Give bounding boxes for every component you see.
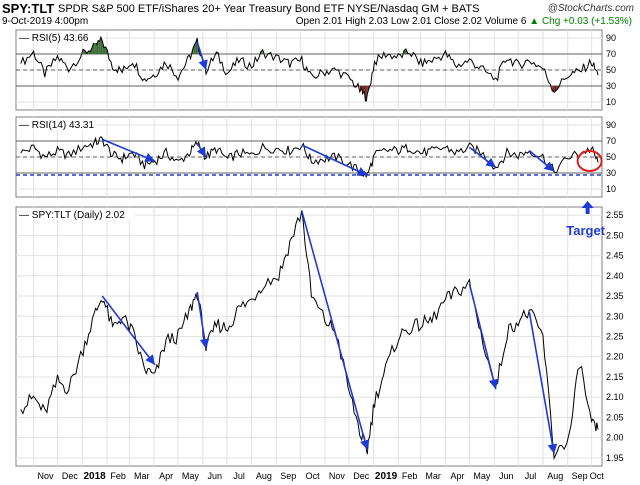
x-tick-label: Feb: [402, 471, 418, 481]
overbought-fill: [103, 47, 106, 54]
annotation-arrow: [196, 291, 210, 349]
x-tick-label: May: [182, 471, 200, 481]
x-tick-label: Jun: [499, 471, 514, 481]
y-tick-label-price: 2.40: [606, 271, 624, 281]
y-tick-label-price: 1.95: [606, 453, 624, 463]
series-line-rsi5: [20, 35, 599, 102]
overbought-fill: [194, 42, 196, 54]
panel-label-rsi5: — RSI(5) 43.66: [19, 33, 89, 44]
rsi14-annotation-arrow: [301, 144, 368, 177]
x-tick-label: Aug: [547, 471, 563, 481]
y-tick-label-rsi14: 70: [606, 136, 616, 146]
brand-watermark: @StockCharts.com: [547, 3, 634, 14]
x-tick-label: Nov: [329, 471, 346, 481]
security-description: SPDR S&P 500 ETF/iShares 20+ Year Treasu…: [58, 3, 480, 15]
x-tick-label: Dec: [353, 471, 370, 481]
x-tick-label: Oct: [306, 471, 321, 481]
annotation-arrow: [101, 295, 156, 366]
panel-label-bg: [17, 118, 97, 130]
oversold-fill: [363, 86, 365, 93]
y-tick-label-price: 2.55: [606, 210, 624, 220]
x-tick-label: Apr: [159, 471, 173, 481]
x-tick-label: Nov: [38, 471, 55, 481]
x-tick-label: Oct: [590, 471, 605, 481]
y-tick-label-rsi5: 10: [606, 97, 616, 107]
panel-label-bg: [17, 208, 135, 220]
rsi14-annotation-arrow: [101, 138, 156, 162]
y-tick-label-price: 2.00: [606, 433, 624, 443]
x-tick-label: Aug: [256, 471, 272, 481]
y-tick-label-rsi14: 10: [606, 184, 616, 194]
x-tick-label: May: [473, 471, 491, 481]
target-label: Target: [566, 223, 605, 238]
overbought-fill: [404, 48, 406, 54]
x-tick-label: Mar: [425, 471, 441, 481]
oversold-fill: [362, 86, 364, 94]
y-tick-label-price: 2.25: [606, 332, 624, 342]
change-up-icon: ▲: [529, 16, 540, 27]
panel-label-rsi14: — RSI(14) 43.31: [19, 120, 94, 131]
y-tick-label-price: 2.30: [606, 311, 624, 321]
annotation-arrow: [468, 283, 499, 390]
ohlc-readout: Open 2.01 High 2.03 Low 2.01 Close 2.02 …: [296, 16, 632, 27]
x-tick-label: 2019: [375, 471, 398, 482]
x-tick-label: Jul: [233, 471, 245, 481]
series-line-rsi14: [20, 135, 599, 178]
x-tick-label: Apr: [450, 471, 464, 481]
y-tick-label-rsi5: 70: [606, 49, 616, 59]
y-tick-label-price: 2.15: [606, 372, 624, 382]
overbought-fill: [92, 41, 95, 54]
x-tick-label: Jul: [525, 471, 537, 481]
y-tick-label-rsi5: 30: [606, 81, 616, 91]
target-circle: [576, 150, 603, 172]
x-tick-label: Feb: [110, 471, 126, 481]
y-tick-label-price: 2.10: [606, 392, 624, 402]
rsi14-annotation-arrow: [528, 149, 555, 173]
x-tick-label: Sep: [572, 471, 588, 481]
y-tick-label-price: 2.35: [606, 291, 624, 301]
rsi14-annotation-arrow: [196, 142, 207, 158]
rsi14-annotation-arrow: [468, 146, 497, 169]
y-tick-label-rsi14: 90: [606, 120, 616, 130]
y-tick-label-rsi14: 30: [606, 168, 616, 178]
quote-date: 9-Oct-2019 4:00pm: [2, 16, 89, 27]
annotation-arrow: [301, 210, 370, 451]
y-tick-label-price: 2.05: [606, 412, 624, 422]
annotation-arrow: [528, 312, 558, 454]
y-tick-label-rsi5: 50: [606, 65, 616, 75]
panel-label-price: — SPY:TLT (Daily) 2.02: [19, 210, 125, 221]
ohlc-values: Open 2.01 High 2.03 Low 2.01 Close 2.02 …: [295, 16, 527, 27]
change-value: Chg +0.03 (+1.53%): [541, 16, 632, 27]
ticker-symbol: SPY:TLT: [2, 1, 55, 16]
x-tick-label: 2018: [84, 471, 107, 482]
y-tick-label-rsi5: 90: [606, 33, 616, 43]
x-tick-label: Jun: [208, 471, 223, 481]
rsi5-annotation-arrow: [196, 41, 208, 71]
oversold-fill: [365, 86, 367, 102]
x-tick-label: Sep: [280, 471, 296, 481]
overbought-fill: [94, 41, 96, 54]
chart-header: SPY:TLT SPDR S&P 500 ETF/iShares 20+ Yea…: [0, 0, 640, 28]
y-tick-label-price: 2.45: [606, 251, 624, 261]
x-tick-label: Dec: [62, 471, 79, 481]
series-line-price: [20, 210, 599, 460]
overbought-fill: [98, 40, 100, 54]
x-tick-label: Mar: [134, 471, 150, 481]
y-tick-label-price: 2.20: [606, 352, 624, 362]
panel-label-bg: [17, 31, 97, 43]
y-tick-label-price: 2.50: [606, 230, 624, 240]
y-tick-label-rsi14: 50: [606, 152, 616, 162]
target-up-arrow-icon: [581, 201, 594, 214]
